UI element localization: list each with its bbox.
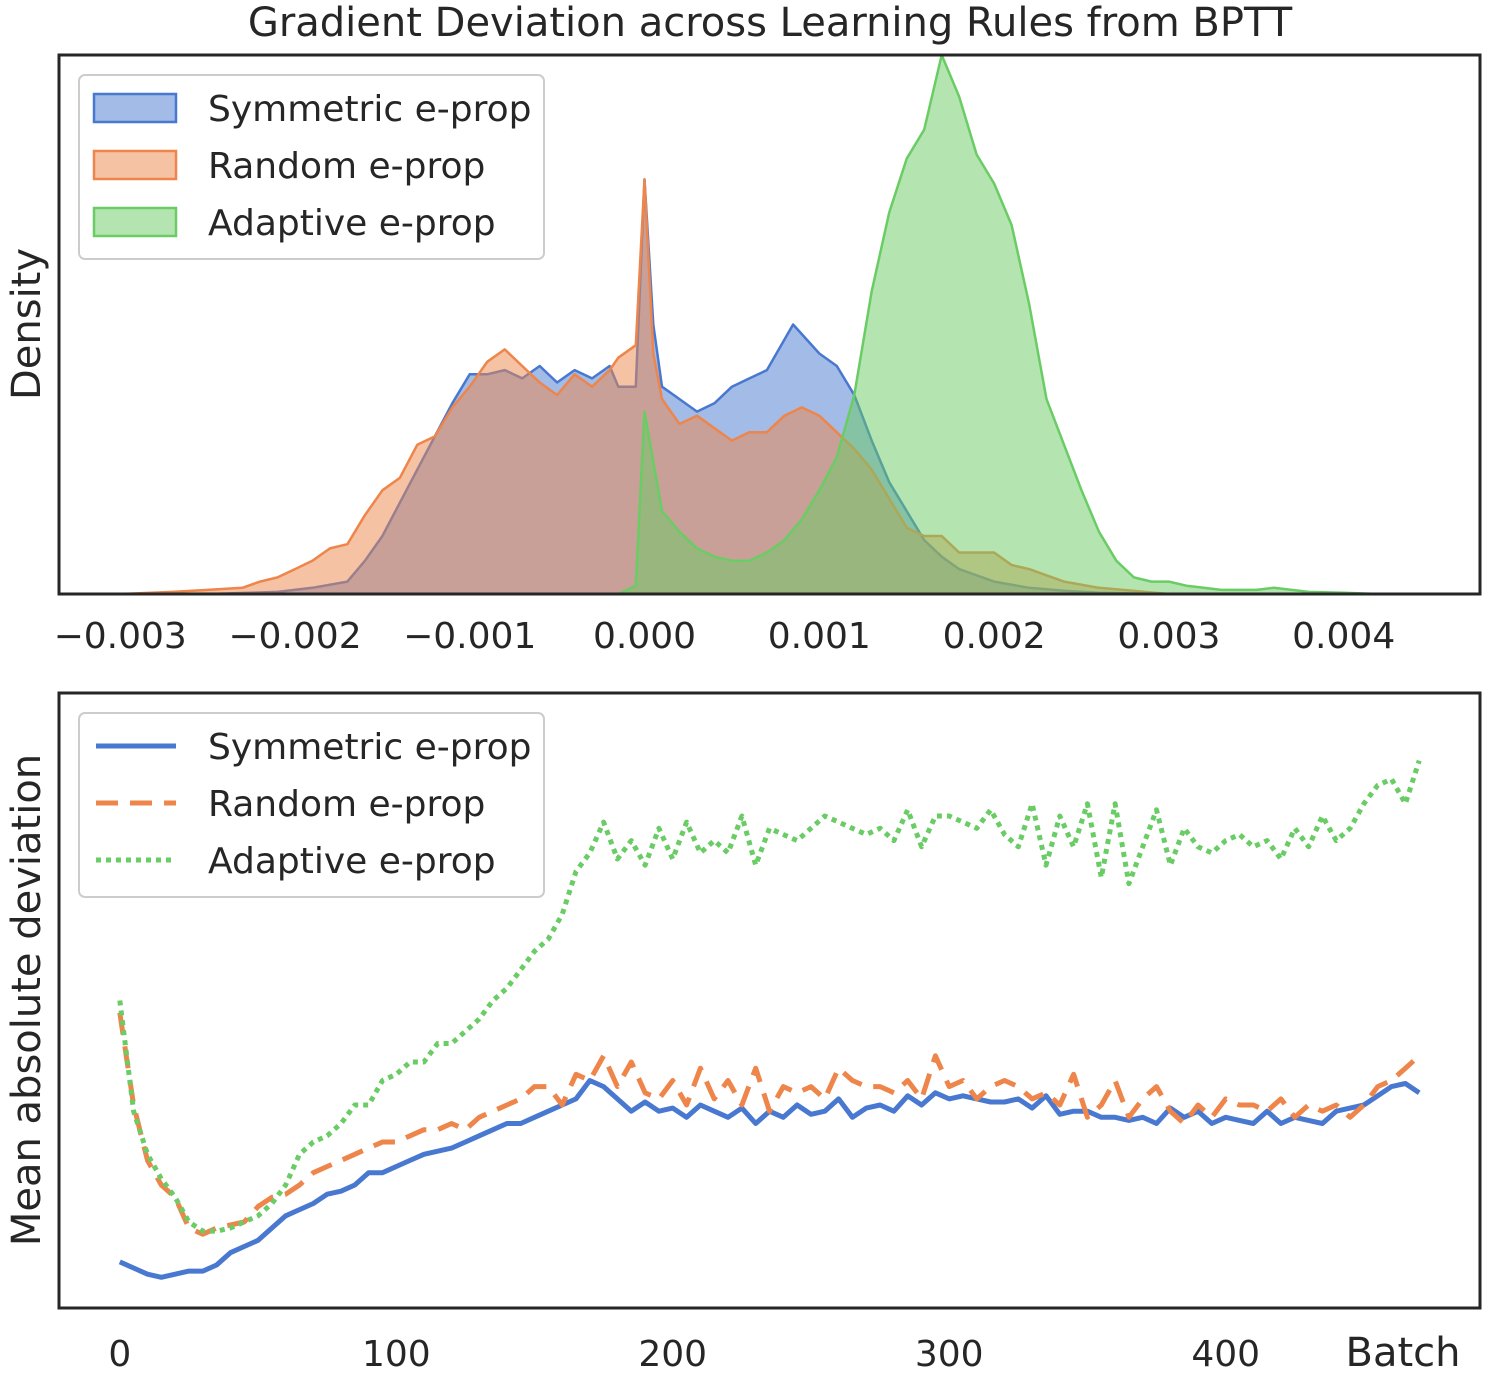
density-x-tick-label: 0.004 bbox=[1292, 616, 1395, 657]
density-areas bbox=[120, 53, 1379, 596]
density-x-tick-label: 0.001 bbox=[768, 616, 871, 657]
density-panel: −0.003 −0.002 −0.001 0.000 0.001 0.002 0.003 0.… bbox=[4, 53, 1482, 657]
line-adaptive-e-prop bbox=[117, 759, 1422, 1234]
legend-frame bbox=[78, 74, 545, 260]
deviation-lines bbox=[117, 759, 1422, 1280]
deviation-x-tick-label: 400 bbox=[1191, 1334, 1260, 1375]
density-legend: Symmetric e-prop Random e-prop Adaptive e-… bbox=[78, 74, 545, 260]
legend-swatch-symmetric-e-prop bbox=[92, 92, 178, 124]
deviation-x-tick-label: 200 bbox=[638, 1334, 707, 1375]
density-x-tick-label: −0.002 bbox=[228, 616, 361, 657]
chart-title: Gradient Deviation across Learning Rules… bbox=[248, 0, 1293, 46]
deviation-y-axis-label: Mean absolute deviation bbox=[4, 754, 50, 1246]
density-x-tick-label: −0.001 bbox=[403, 616, 536, 657]
density-x-tick-label: −0.003 bbox=[54, 616, 187, 657]
deviation-x-tick-label: 300 bbox=[915, 1334, 984, 1375]
deviation-axes-frame bbox=[57, 691, 1482, 1310]
legend-swatch-random-e-prop bbox=[92, 149, 178, 181]
legend-swatch-adaptive-e-prop bbox=[92, 206, 178, 238]
line-random-e-prop bbox=[117, 1012, 1421, 1237]
legend-label-symmetric-e-prop: Symmetric e-prop bbox=[208, 89, 531, 130]
density-outline-adaptive-e-prop bbox=[557, 53, 1379, 596]
density-y-axis-label: Density bbox=[4, 248, 50, 400]
legend-label-random-e-prop: Random e-prop bbox=[208, 784, 485, 825]
density-x-ticks: −0.003 −0.002 −0.001 0.000 0.001 0.002 0.003 0.… bbox=[54, 616, 1396, 657]
deviation-x-tick-label: 0 bbox=[108, 1334, 131, 1375]
deviation-panel: 0 100 200 300 400 Batch Mean absolute deviat… bbox=[4, 691, 1482, 1376]
legend-label-symmetric-e-prop: Symmetric e-prop bbox=[208, 727, 531, 768]
legend-label-adaptive-e-prop: Adaptive e-prop bbox=[208, 203, 496, 244]
legend-frame bbox=[78, 712, 545, 898]
density-x-tick-label: 0.003 bbox=[1117, 616, 1220, 657]
density-x-tick-label: 0.000 bbox=[593, 616, 696, 657]
density-axes-frame bbox=[57, 53, 1482, 596]
deviation-legend: Symmetric e-prop Random e-prop Adaptive e-… bbox=[78, 712, 545, 898]
density-area-adaptive-e-prop bbox=[557, 55, 1379, 594]
legend-label-random-e-prop: Random e-prop bbox=[208, 146, 485, 187]
legend-label-adaptive-e-prop: Adaptive e-prop bbox=[208, 841, 496, 882]
deviation-x-ticks: 0 100 200 300 400 bbox=[108, 1334, 1260, 1375]
deviation-x-tick-label: 100 bbox=[362, 1334, 431, 1375]
density-x-tick-label: 0.002 bbox=[943, 616, 1046, 657]
deviation-x-axis-label: Batch bbox=[1346, 1330, 1461, 1376]
